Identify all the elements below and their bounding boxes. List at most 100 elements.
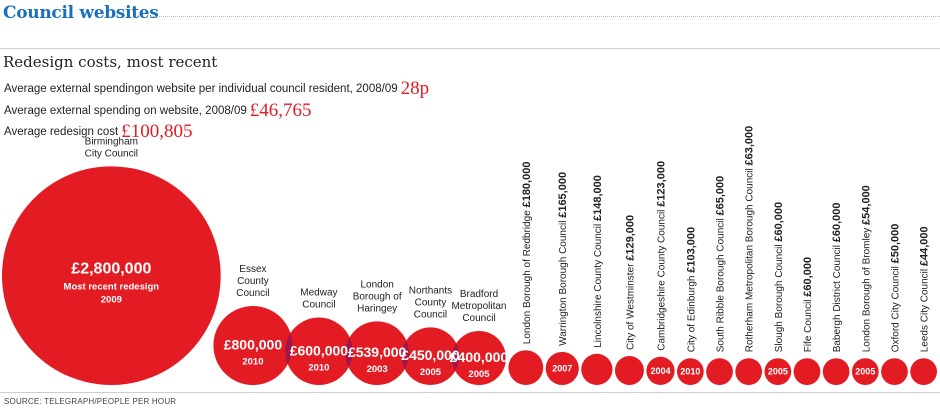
bubble xyxy=(910,358,938,385)
bubble-year: 2005 xyxy=(855,367,875,377)
bubble-label: County xyxy=(237,276,269,287)
bubble-name: Rotherham Metropolitan Borough Council xyxy=(745,165,756,352)
footer-divider xyxy=(0,392,940,393)
bubble-value: £44,000 xyxy=(919,226,931,266)
bubble-value: £2,800,000 xyxy=(71,261,151,278)
bubble-value: £60,000 xyxy=(802,257,814,297)
page-title: Council websites xyxy=(3,3,159,23)
stat-label: Average redesign cost xyxy=(4,126,119,138)
bubble-name: Warrington Borough Council xyxy=(558,218,569,346)
bubble-label: City of Westminster £129,000 xyxy=(624,215,636,350)
bubble-label: Haringey xyxy=(357,303,397,314)
bubble xyxy=(706,358,733,385)
bubble-name: City of Edinburgh xyxy=(686,273,697,353)
bubble-value: £63,000 xyxy=(744,126,756,166)
bubble-year: 2005 xyxy=(768,367,788,377)
bubble-label: Medway xyxy=(300,288,337,299)
bubble-value: £123,000 xyxy=(655,161,667,207)
bubble-label: Fife Council £60,000 xyxy=(802,257,814,352)
bubble-value: £60,000 xyxy=(831,202,843,242)
stat-value: 28p xyxy=(400,78,430,99)
stat-external-spending: Average external spending on website, 20… xyxy=(4,100,312,122)
bubble-label: London xyxy=(360,279,393,290)
stat-per-resident: Average external spendingon website per … xyxy=(4,78,429,100)
bubble-name: London Borough of Bromley xyxy=(861,225,872,352)
bubble-name: City of Westminster xyxy=(625,261,636,350)
bubble xyxy=(345,321,409,385)
bubble-value: £129,000 xyxy=(624,215,636,261)
bubble-label: Leeds City Council £44,000 xyxy=(919,226,931,352)
bubble-value: £54,000 xyxy=(860,185,872,225)
bubble-label: Cambridgeshire County Council £123,000 xyxy=(655,161,667,351)
bubble-year: 2010 xyxy=(308,362,329,373)
title-divider xyxy=(150,16,940,17)
bubble-value: £180,000 xyxy=(521,162,533,208)
bubble xyxy=(822,358,850,385)
bubble-label: Birmingham xyxy=(85,136,138,147)
bubble-value: £400,000 xyxy=(450,349,509,365)
bubble-year: 2010 xyxy=(680,367,700,377)
bubble-value: £103,000 xyxy=(685,227,697,273)
bubble xyxy=(677,358,704,385)
bubble-label: Warrington Borough Council £165,000 xyxy=(557,172,569,346)
section-divider xyxy=(0,48,940,49)
bubble-name: Cambridgeshire County Council xyxy=(656,207,667,351)
bubble-year: 2004 xyxy=(650,366,670,376)
bubble-label: London Borough of Redbridge £180,000 xyxy=(521,162,533,345)
bubble xyxy=(793,358,821,385)
bubble-label: County xyxy=(415,297,447,308)
bubble-year: 2005 xyxy=(468,369,490,380)
chart-subtitle: Redesign costs, most recent xyxy=(3,53,218,71)
bubble-note: Most recent redesign xyxy=(64,282,160,293)
bubble-value: £165,000 xyxy=(557,172,569,218)
stat-label: Average external spending on website, 20… xyxy=(4,105,247,117)
bubble-label: South Ribble Borough Council £65,000 xyxy=(715,176,727,353)
bubble xyxy=(581,353,613,385)
bubble-year: 2009 xyxy=(101,295,122,306)
stat-average-redesign: Average redesign cost £100,805 xyxy=(4,121,192,143)
bubble xyxy=(213,305,293,385)
bubble xyxy=(735,358,763,385)
stat-value: £46,765 xyxy=(249,100,312,121)
bubble-year: 2003 xyxy=(367,364,388,375)
bubble-value: £539,000 xyxy=(348,344,407,360)
bubble-value: £600,000 xyxy=(290,342,349,358)
bubble-name: Lincolnshire County Council xyxy=(593,221,604,348)
bubble-label: Council xyxy=(302,300,335,311)
bubble-value: £50,000 xyxy=(889,224,901,264)
stat-label: Average external spendingon website per … xyxy=(4,83,398,95)
bubble-label: Rotherham Metropolitan Borough Council £… xyxy=(744,126,756,353)
bubble-name: Leeds City Council xyxy=(920,266,931,352)
bubble xyxy=(851,358,879,385)
bubble-label: Metropolitan xyxy=(451,301,506,312)
bubble-name: Slough Borough Council xyxy=(774,242,785,353)
bubble-name: Babergh District Council xyxy=(832,242,843,352)
bubble-label: Lincolnshire County Council £148,000 xyxy=(592,175,604,348)
bubble-value: £60,000 xyxy=(773,202,785,242)
bubble xyxy=(764,358,792,385)
bubble-label: City of Edinburgh £103,000 xyxy=(685,227,697,352)
bubble xyxy=(881,358,908,385)
bubble xyxy=(285,317,353,385)
bubble xyxy=(614,356,644,385)
bubble xyxy=(401,327,460,385)
bubble-value: £65,000 xyxy=(715,176,727,216)
bubble xyxy=(2,166,221,385)
bubble xyxy=(646,356,675,386)
bubble-label: London Borough of Bromley £54,000 xyxy=(860,185,872,352)
bubble-label: Northants xyxy=(409,285,452,296)
bubble xyxy=(508,350,544,386)
source-note: SOURCE: TELEGRAPH/PEOPLE PER HOUR xyxy=(4,397,177,406)
bubble-name: London Borough of Redbridge xyxy=(522,207,533,344)
bubble-label: Council xyxy=(414,309,447,320)
bubble-label: Babergh District Council £60,000 xyxy=(831,202,843,352)
bubble-label: Slough Borough Council £60,000 xyxy=(773,202,785,352)
bubble-label: Bradford xyxy=(460,289,498,300)
bubble xyxy=(545,351,579,385)
bubble-year: 2010 xyxy=(242,356,263,367)
bubble-value: £148,000 xyxy=(592,175,604,221)
bubble-label: Borough of xyxy=(353,291,402,302)
bubble-label: Oxford City Council £50,000 xyxy=(889,224,901,353)
bubble xyxy=(452,331,506,386)
